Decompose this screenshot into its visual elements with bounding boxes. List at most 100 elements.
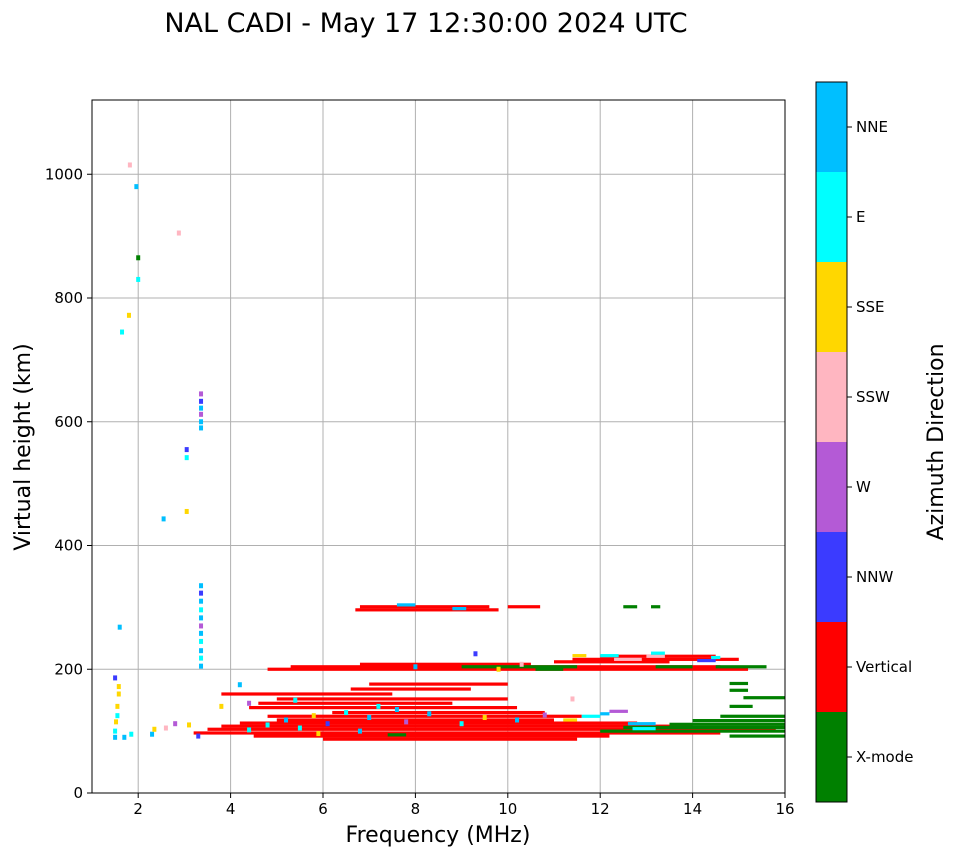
echo-point — [199, 615, 204, 621]
echo-trace — [359, 662, 531, 666]
echo-point — [459, 721, 464, 727]
echo-trace — [572, 657, 739, 661]
echo-point — [161, 516, 166, 522]
x-tick-label: 8 — [411, 800, 421, 818]
echo-trace — [711, 655, 721, 660]
x-tick-label: 12 — [591, 800, 610, 818]
echo-point — [473, 651, 478, 657]
echo-point — [122, 734, 127, 740]
echo-trace — [563, 718, 578, 722]
echo-point — [199, 663, 204, 669]
colorbar-category-label: NNW — [856, 568, 893, 586]
x-tick-label: 10 — [498, 800, 517, 818]
echo-trace — [387, 733, 407, 737]
echo-point — [199, 648, 204, 654]
echo-trace — [729, 734, 785, 738]
echo-point — [265, 722, 270, 728]
echo-point — [150, 731, 155, 737]
echo-trace — [651, 651, 665, 655]
echo-trace — [396, 603, 416, 607]
echo-point — [184, 455, 189, 461]
echo-point — [570, 696, 575, 702]
echo-point — [173, 721, 178, 727]
colorbar-swatch — [816, 442, 847, 532]
echo-point — [199, 598, 204, 604]
echo-point — [116, 691, 121, 697]
echo-trace — [350, 687, 471, 691]
y-tick-label: 400 — [54, 537, 83, 555]
echo-point — [199, 405, 204, 411]
x-tick-label: 16 — [775, 800, 794, 818]
echo-trace — [720, 714, 785, 718]
echo-trace — [221, 724, 693, 728]
echo-point — [247, 727, 252, 733]
echo-trace — [359, 605, 490, 609]
y-tick-label: 0 — [73, 784, 83, 802]
echo-trace — [276, 697, 508, 701]
echo-point — [196, 733, 201, 739]
colorbar-swatch — [816, 532, 847, 622]
echo-trace — [239, 721, 638, 725]
echo-trace — [697, 658, 716, 663]
colorbar-swatch — [816, 262, 847, 352]
y-tick-label: 600 — [54, 413, 83, 431]
echo-point — [413, 664, 418, 670]
echo-point — [120, 329, 125, 335]
echo-point — [116, 684, 121, 690]
echo-trace — [249, 706, 518, 710]
echo-trace — [743, 696, 785, 700]
echo-point — [344, 710, 349, 716]
echo-point — [199, 425, 204, 431]
y-tick-label: 800 — [54, 289, 83, 307]
echo-point — [134, 184, 139, 190]
echo-point — [113, 734, 118, 740]
colorbar-frame — [815, 81, 848, 803]
echo-point — [496, 666, 501, 672]
echo-trace — [729, 681, 749, 686]
colorbar-swatch — [816, 172, 847, 262]
echo-point — [394, 706, 399, 712]
echo-point — [199, 630, 204, 636]
y-axis: 0 200 400 600 800 1000 — [45, 165, 92, 802]
echo-point — [113, 728, 118, 734]
echo-point — [284, 717, 289, 723]
echo-point — [199, 391, 204, 397]
echo-trace — [655, 665, 693, 669]
x-tick-label: 4 — [226, 800, 236, 818]
echo-trace — [193, 731, 721, 735]
echo-point — [114, 719, 119, 725]
echo-trace — [669, 722, 785, 726]
echo-point — [152, 726, 157, 732]
echo-point — [187, 722, 192, 728]
echo-point — [519, 661, 524, 667]
echo-trace — [623, 605, 638, 609]
echo-point — [482, 715, 487, 721]
echo-trace — [267, 714, 582, 718]
echo-point — [219, 703, 224, 709]
colorbar: X-mode Vertical NNW W SSW SSE E NNE — [815, 81, 913, 803]
echo-trace — [554, 660, 670, 664]
echo-point — [113, 675, 118, 681]
echo-trace — [535, 667, 564, 671]
echo-trace — [369, 682, 508, 686]
plot-frame — [91, 99, 786, 794]
echo-trace — [600, 712, 610, 716]
echo-point — [163, 725, 168, 731]
echo-trace — [355, 608, 499, 612]
echo-trace — [267, 667, 749, 671]
echo-trace — [627, 722, 656, 726]
echo-point — [237, 682, 242, 688]
x-axis-label: Frequency (MHz) — [346, 823, 531, 848]
echo-trace — [715, 665, 767, 669]
y-tick-label: 200 — [54, 660, 83, 678]
colorbar-swatch — [816, 82, 847, 172]
data-marks — [113, 162, 785, 741]
echo-point — [199, 419, 204, 425]
colorbar-category-label: X-mode — [856, 748, 913, 766]
echo-trace — [581, 714, 601, 718]
echo-trace — [651, 605, 661, 609]
echo-point — [199, 398, 204, 404]
echo-point — [126, 312, 131, 318]
echo-point — [199, 411, 204, 417]
